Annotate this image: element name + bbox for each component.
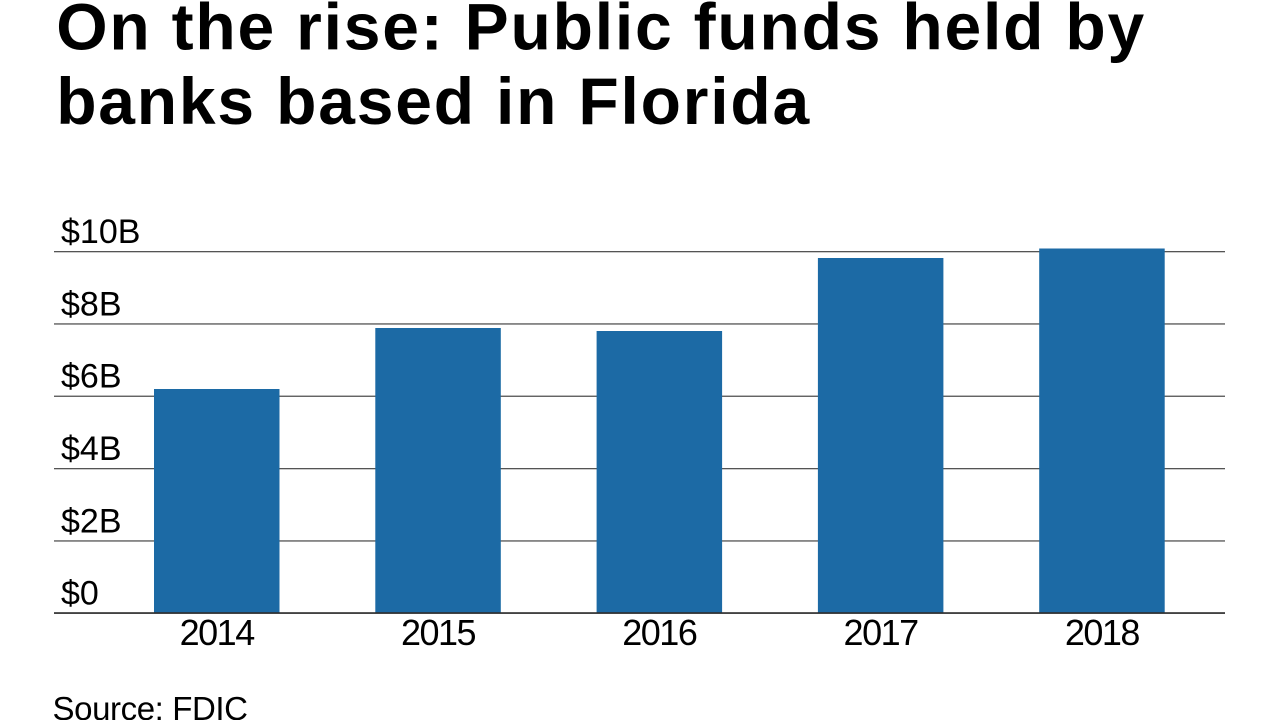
svg-text:Source: FDIC: Source: FDIC <box>53 690 248 720</box>
svg-text:$6B: $6B <box>61 358 122 396</box>
svg-text:$8B: $8B <box>61 285 122 323</box>
svg-text:banks based in Florida: banks based in Florida <box>56 64 811 138</box>
svg-text:2018: 2018 <box>1065 612 1140 653</box>
svg-text:$10B: $10B <box>61 213 140 251</box>
svg-text:2016: 2016 <box>622 612 697 653</box>
svg-text:$2B: $2B <box>61 502 122 540</box>
svg-text:$0: $0 <box>61 575 99 613</box>
svg-text:On the rise: Public funds held: On the rise: Public funds held by <box>56 0 1146 63</box>
svg-text:2017: 2017 <box>844 612 919 653</box>
svg-text:2015: 2015 <box>401 612 476 653</box>
svg-text:2014: 2014 <box>180 612 255 653</box>
svg-text:$4B: $4B <box>61 430 122 468</box>
